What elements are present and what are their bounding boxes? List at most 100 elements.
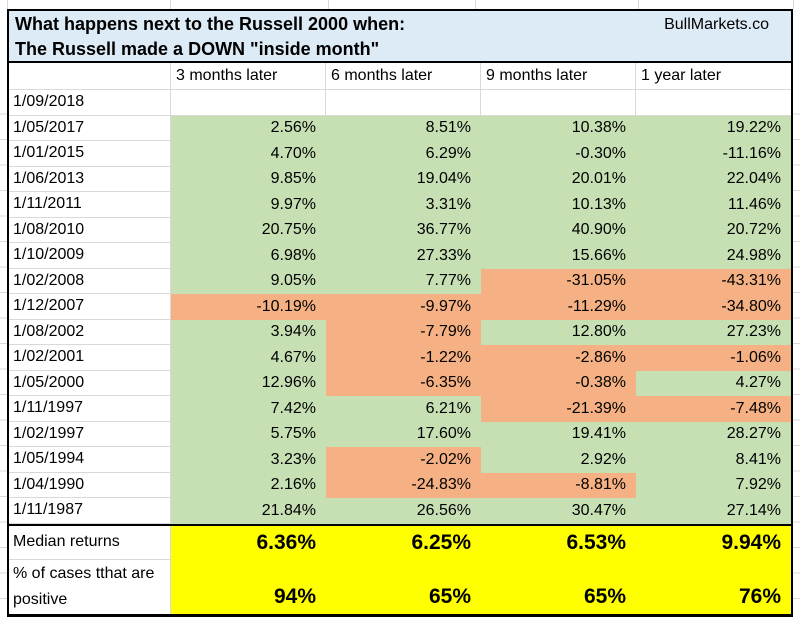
return-cell: 2.16%	[171, 472, 326, 498]
table-row: 1/06/2013 9.85% 19.04% 20.01% 22.04%	[9, 166, 791, 192]
sheet-margin-gridlines	[793, 89, 800, 618]
return-cell: 10.38%	[481, 115, 636, 141]
return-cell: 27.33%	[326, 243, 481, 269]
date-cell: 1/05/2000	[9, 370, 171, 396]
median-value: 6.53%	[481, 525, 636, 560]
date-cell: 1/01/2015	[9, 141, 171, 167]
table-row: 1/11/2011 9.97% 3.31% 10.13% 11.46%	[9, 192, 791, 218]
table-row: 1/09/2018	[9, 90, 791, 116]
table-row: 1/05/1994 3.23% -2.02% 2.92% 8.41%	[9, 447, 791, 473]
sheet-gridline	[170, 0, 171, 9]
return-cell: -10.19%	[171, 294, 326, 320]
header-cell-1-year: 1 year later	[636, 63, 791, 90]
table-row: 1/04/1990 2.16% -24.83% -8.81% 7.92%	[9, 472, 791, 498]
sheet-gridline	[793, 0, 794, 9]
return-cell: 27.23%	[636, 319, 791, 345]
return-cell: 4.27%	[636, 370, 791, 396]
date-cell: 1/08/2002	[9, 319, 171, 345]
return-cell: 3.94%	[171, 319, 326, 345]
table-row: 1/05/2017 2.56% 8.51% 10.38% 19.22%	[9, 115, 791, 141]
return-cell: 12.80%	[481, 319, 636, 345]
return-cell	[171, 90, 326, 116]
date-cell: 1/06/2013	[9, 166, 171, 192]
sheet-gridline	[638, 0, 639, 9]
return-cell: -7.48%	[636, 396, 791, 422]
return-cell: -31.05%	[481, 268, 636, 294]
return-cell	[481, 90, 636, 116]
header-cell-9-months: 9 months later	[481, 63, 636, 90]
return-cell: -6.35%	[326, 370, 481, 396]
table-row: 1/12/2007 -10.19% -9.97% -11.29% -34.80%	[9, 294, 791, 320]
table-row: 1/10/2009 6.98% 27.33% 15.66% 24.98%	[9, 243, 791, 269]
brand-text: BullMarkets.co	[664, 16, 769, 33]
return-cell: 7.42%	[171, 396, 326, 422]
table-row: 1/02/2001 4.67% -1.22% -2.86% -1.06%	[9, 345, 791, 371]
return-cell: 6.21%	[326, 396, 481, 422]
date-cell: 1/02/2008	[9, 268, 171, 294]
return-cell: -0.30%	[481, 141, 636, 167]
pct-positive-row: % of cases tthat are positive 94% 65% 65…	[9, 559, 791, 614]
return-cell: 9.05%	[171, 268, 326, 294]
return-cell: 36.77%	[326, 217, 481, 243]
return-cell: -2.02%	[326, 447, 481, 473]
pct-positive-label: % of cases tthat are positive	[9, 559, 171, 614]
table-row: 1/02/1997 5.75% 17.60% 19.41% 28.27%	[9, 421, 791, 447]
return-cell: 6.98%	[171, 243, 326, 269]
median-value: 6.25%	[326, 525, 481, 560]
sheet-gridline	[7, 0, 8, 9]
sheet-gridline	[475, 0, 476, 9]
header-cell-6-months: 6 months later	[326, 63, 481, 90]
date-cell: 1/11/1997	[9, 396, 171, 422]
table-grid: 3 months later 6 months later 9 months l…	[7, 63, 793, 524]
return-cell: 15.66%	[481, 243, 636, 269]
return-cell: -21.39%	[481, 396, 636, 422]
summary-section: Median returns 6.36% 6.25% 6.53% 9.94% %…	[7, 523, 793, 617]
date-cell: 1/11/2011	[9, 192, 171, 218]
return-cell: 27.14%	[636, 498, 791, 524]
return-cell: 4.67%	[171, 345, 326, 371]
return-cell: -43.31%	[636, 268, 791, 294]
return-cell: 6.29%	[326, 141, 481, 167]
return-cell: 28.27%	[636, 421, 791, 447]
return-cell: 40.90%	[481, 217, 636, 243]
return-cell: 2.92%	[481, 447, 636, 473]
header-row: 3 months later 6 months later 9 months l…	[9, 63, 791, 90]
table-row: 1/08/2002 3.94% -7.79% 12.80% 27.23%	[9, 319, 791, 345]
header-cell-3-months: 3 months later	[171, 63, 326, 90]
median-value: 9.94%	[636, 525, 791, 560]
pct-positive-value: 76%	[636, 559, 791, 614]
date-cell: 1/05/1994	[9, 447, 171, 473]
pct-positive-value: 65%	[326, 559, 481, 614]
median-label: Median returns	[9, 525, 171, 560]
return-cell	[326, 90, 481, 116]
return-cell: 9.85%	[171, 166, 326, 192]
return-cell: 26.56%	[326, 498, 481, 524]
return-cell: 22.04%	[636, 166, 791, 192]
return-cell: 3.23%	[171, 447, 326, 473]
return-cell: -34.80%	[636, 294, 791, 320]
median-row: Median returns 6.36% 6.25% 6.53% 9.94%	[9, 525, 791, 560]
return-cell: 12.96%	[171, 370, 326, 396]
return-cell: -9.97%	[326, 294, 481, 320]
table-row: 1/01/2015 4.70% 6.29% -0.30% -11.16%	[9, 141, 791, 167]
table-row: 1/05/2000 12.96% -6.35% -0.38% 4.27%	[9, 370, 791, 396]
return-cell: 2.56%	[171, 115, 326, 141]
return-cell: -11.29%	[481, 294, 636, 320]
return-cell: -8.81%	[481, 472, 636, 498]
date-cell: 1/02/1997	[9, 421, 171, 447]
return-cell: 19.22%	[636, 115, 791, 141]
return-cell: -1.22%	[326, 345, 481, 371]
return-cell	[636, 90, 791, 116]
return-cell: 17.60%	[326, 421, 481, 447]
return-cell: 5.75%	[171, 421, 326, 447]
return-cell: 30.47%	[481, 498, 636, 524]
title-line-1: What happens next to the Russell 2000 wh…	[15, 14, 406, 34]
return-cell: 20.01%	[481, 166, 636, 192]
return-cell: -24.83%	[326, 472, 481, 498]
return-cell: 9.97%	[171, 192, 326, 218]
return-cell: -11.16%	[636, 141, 791, 167]
return-cell: -0.38%	[481, 370, 636, 396]
data-rows: 1/09/2018 1/05/2017 2.56% 8.51% 10.38% 19.22%…	[9, 90, 791, 524]
return-cell: -2.86%	[481, 345, 636, 371]
return-cell: 20.75%	[171, 217, 326, 243]
